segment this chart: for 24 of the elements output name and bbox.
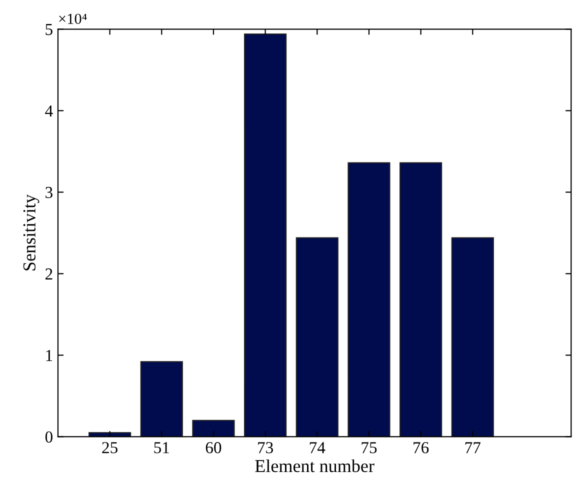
x-tick-label: 51 bbox=[154, 442, 169, 454]
y-tick-label: 2 bbox=[46, 268, 52, 280]
bar bbox=[451, 237, 494, 437]
bar bbox=[244, 33, 287, 437]
bar bbox=[348, 162, 390, 437]
x-tick-label: 76 bbox=[414, 442, 429, 454]
x-tick-label: 74 bbox=[310, 442, 326, 454]
bar bbox=[140, 361, 183, 437]
bar bbox=[192, 420, 235, 437]
x-tick-label: 77 bbox=[465, 442, 480, 454]
y-tick-label: 3 bbox=[46, 186, 52, 198]
x-tick-label: 73 bbox=[258, 442, 273, 454]
y-axis-title: Sensitivity bbox=[23, 194, 40, 270]
x-tick-label: 75 bbox=[362, 442, 377, 454]
x-tick-label: 25 bbox=[102, 442, 118, 454]
text: ×10⁴ bbox=[59, 14, 87, 24]
y-tick-label: 5 bbox=[46, 24, 52, 36]
x-tick-label: 60 bbox=[206, 442, 222, 454]
bar bbox=[296, 237, 338, 437]
x-axis-title: Element number bbox=[255, 459, 374, 472]
y-tick-label: 0 bbox=[45, 431, 52, 443]
y-tick-label: 4 bbox=[45, 105, 53, 116]
y-tick-label: 1 bbox=[46, 350, 52, 361]
bar bbox=[400, 162, 442, 437]
